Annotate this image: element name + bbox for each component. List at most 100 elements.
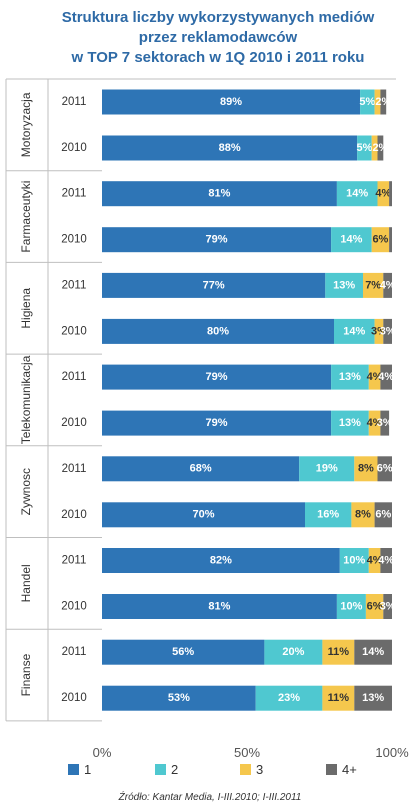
data-label: 3% (377, 417, 393, 429)
data-label: 2% (375, 96, 391, 108)
bar-segment-2 (255, 685, 323, 711)
bar-row-zywnosc-2010: 70% 16% 8% 6% (102, 502, 392, 528)
bar-segment-2 (339, 548, 369, 573)
data-label: 13% (333, 279, 355, 291)
sector-label: Handel (19, 564, 33, 602)
data-label: 16% (317, 509, 339, 521)
data-label: 4% (375, 188, 391, 200)
bar-segment-1 (102, 639, 265, 665)
bar-segment-2 (331, 410, 369, 436)
bar-row-higiena-2010: 80% 14% 3%3% (102, 318, 396, 344)
legend-swatch (240, 764, 251, 775)
sector-label: Farmaceutyki (19, 181, 33, 253)
data-label: 77% (203, 279, 225, 291)
chart-title-line-2: przez reklamodawców (139, 29, 298, 46)
bar-segment-3 (365, 594, 384, 619)
chart-title-line-1: Struktura liczby wykorzystywanych mediów (62, 9, 375, 26)
sector-group-finanse: Finanse 2011 56% 20% 11% 14% 2010 53% 23% 11% 13% (6, 639, 392, 722)
bar-row-finanse-2011: 56% 20% 11% 14% (102, 639, 392, 665)
bar-segment-2 (305, 502, 352, 528)
data-label: 4% (378, 554, 394, 566)
bar-row-farmaceutyki-2011: 81% 14% 4% (102, 181, 392, 207)
sector-group-farmaceutyki: Farmaceutyki 2011 81% 14% 4% 2010 79% 14% 6% (6, 181, 392, 263)
data-label: 89% (220, 96, 242, 108)
data-label: 82% (210, 554, 232, 566)
year-label: 2011 (62, 96, 87, 108)
data-label: 80% (207, 325, 229, 337)
bar-segment-4plus (354, 639, 392, 665)
data-label: 3% (380, 600, 396, 612)
data-label: 4% (367, 371, 383, 383)
bar-segment-4plus (389, 227, 392, 253)
data-label: 4% (367, 554, 383, 566)
data-label: 14% (343, 325, 365, 337)
x-tick-label: 0% (93, 745, 112, 760)
bar-row-handel-2010: 81% 10% 6%3% (102, 594, 396, 619)
bar-row-telekomunikacja-2011: 79% 13% 4%4% (102, 364, 394, 390)
sector-label: Telekomunikacja (19, 355, 33, 444)
legend-swatch (326, 764, 337, 775)
bar-segment-1 (102, 410, 332, 436)
bar-segment-2 (331, 227, 372, 253)
data-label: 20% (282, 646, 304, 658)
bar-segment-1 (102, 548, 340, 573)
legend-item-2: 2 (155, 762, 178, 777)
data-label: 88% (219, 142, 241, 154)
bar-segment-1 (102, 227, 332, 253)
bar-segment-1 (102, 594, 337, 619)
bar-segment-3 (374, 318, 384, 344)
bar-segment-3 (363, 272, 384, 298)
sector-group-motoryzacja: Motoryzacja 2011 89% 5% 2%2010 88% 5% 2% (6, 89, 391, 172)
data-label: 19% (316, 463, 338, 475)
bar-segment-4plus (377, 456, 392, 482)
data-label: 81% (208, 188, 230, 200)
data-label: 14% (362, 646, 384, 658)
bar-segment-3 (371, 227, 390, 253)
bar-row-higiena-2011: 77% 13% 7%4% (102, 272, 396, 298)
data-label: 79% (206, 371, 228, 383)
bar-segment-4plus (383, 318, 392, 344)
bar-segment-3 (322, 639, 355, 665)
bar-segment-1 (102, 502, 305, 528)
data-label: 3% (380, 325, 396, 337)
bar-segment-4plus (377, 135, 384, 161)
bar-row-handel-2011: 82% 10% 4%4% (102, 548, 394, 573)
bar-segment-1 (102, 456, 300, 482)
bar-segment-3 (368, 410, 381, 436)
bar-segment-3 (371, 135, 378, 161)
bar-segment-2 (264, 639, 323, 665)
data-label: 13% (339, 371, 361, 383)
bar-segment-4plus (380, 548, 392, 573)
bar-segment-4plus (383, 272, 392, 298)
data-label: 8% (355, 509, 371, 521)
year-label: 2010 (61, 692, 87, 704)
legend-label: 3 (256, 762, 263, 777)
data-label: 56% (172, 646, 194, 658)
data-label: 23% (278, 692, 300, 704)
data-label: 14% (346, 188, 368, 200)
x-tick-label: 100% (375, 745, 409, 760)
data-label: 68% (190, 463, 212, 475)
year-label: 2011 (62, 279, 87, 291)
legend-label: 1 (84, 762, 91, 777)
year-label: 2010 (61, 417, 87, 429)
data-label: 8% (358, 463, 374, 475)
bar-segment-4plus (380, 364, 392, 390)
bar-row-telekomunikacja-2010: 79% 13% 4%3% (102, 410, 393, 436)
sector-label: Zywnosc (19, 468, 33, 515)
bar-segment-2 (334, 318, 375, 344)
bar-segment-2 (325, 272, 363, 298)
sector-groups: Motoryzacja 2011 89% 5% 2%2010 88% 5% 2%Farmace… (6, 89, 396, 722)
plot-frame (5, 78, 396, 721)
year-label: 2011 (62, 371, 87, 383)
data-label: 5% (359, 96, 375, 108)
bar-segment-4plus (380, 410, 390, 436)
bar-segment-2 (336, 181, 378, 207)
bar-row-motoryzacja-2011: 89% 5% 2% (102, 89, 391, 115)
bar-segment-3 (377, 181, 390, 207)
data-label: 3% (371, 325, 387, 337)
bar-row-zywnosc-2011: 68% 19% 8% 6% (102, 456, 393, 482)
data-label: 7% (365, 279, 381, 291)
sector-group-telekomunikacja: Telekomunikacja 2011 79% 13% 4%4%2010 79% 13% 4… (6, 355, 394, 447)
